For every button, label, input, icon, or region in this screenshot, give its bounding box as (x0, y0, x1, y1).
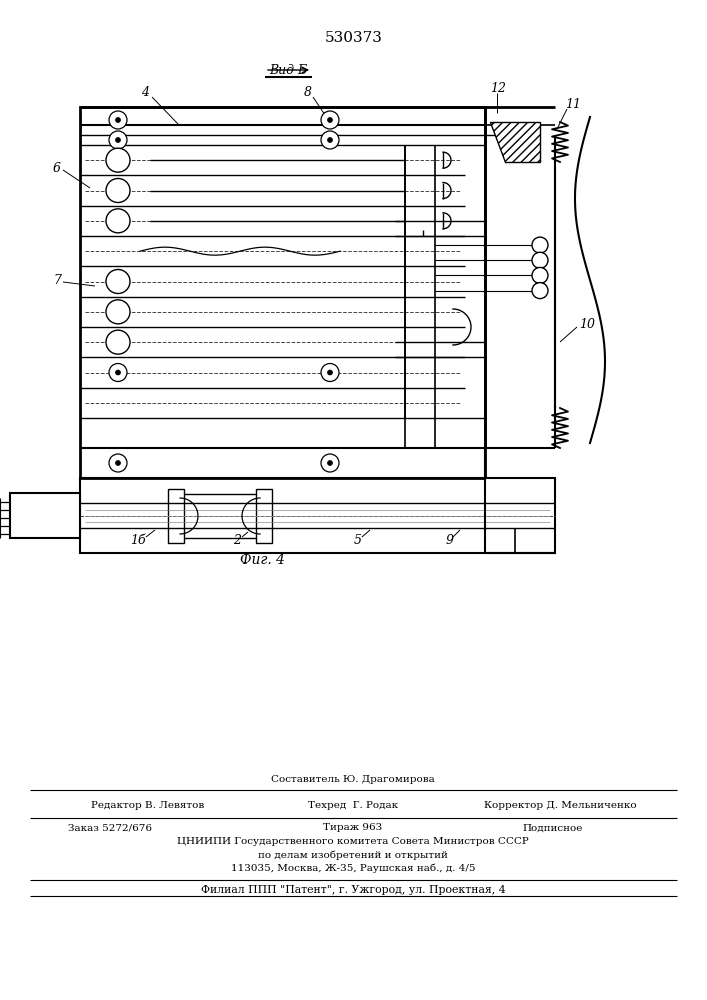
Circle shape (327, 137, 332, 142)
Circle shape (106, 178, 130, 202)
Text: Филиал ППП "Патент", г. Ужгород, ул. Проектная, 4: Филиал ППП "Патент", г. Ужгород, ул. Про… (201, 885, 506, 895)
Circle shape (106, 209, 130, 233)
Circle shape (321, 131, 339, 149)
Circle shape (321, 363, 339, 381)
Text: 7: 7 (53, 273, 61, 286)
Circle shape (321, 454, 339, 472)
Text: Подписное: Подписное (522, 824, 583, 832)
Text: ЦНИИПИ Государственного комитета Совета Министров СССР: ЦНИИПИ Государственного комитета Совета … (177, 838, 529, 846)
Circle shape (109, 454, 127, 472)
Circle shape (327, 370, 332, 375)
Bar (10, 493, 80, 538)
Bar (180, 494, 260, 538)
Text: 4: 4 (141, 87, 149, 100)
Circle shape (106, 300, 130, 324)
Text: 12: 12 (490, 82, 506, 95)
Text: Техред  Г. Родак: Техред Г. Родак (308, 800, 398, 810)
Text: Составитель Ю. Драгомирова: Составитель Ю. Драгомирова (271, 774, 435, 784)
Polygon shape (490, 122, 540, 162)
Circle shape (327, 117, 332, 122)
Circle shape (109, 363, 127, 381)
Text: 6: 6 (53, 161, 61, 174)
Text: Заказ 5272/676: Заказ 5272/676 (68, 824, 152, 832)
Text: Фиг. 4: Фиг. 4 (240, 553, 284, 567)
Text: Редактор В. Левятов: Редактор В. Левятов (91, 800, 204, 810)
Text: 2: 2 (233, 534, 241, 546)
Circle shape (115, 137, 120, 142)
Text: Вид Б: Вид Б (269, 64, 307, 77)
Text: Корректор Д. Мельниченко: Корректор Д. Мельниченко (484, 800, 636, 810)
Text: 10: 10 (579, 318, 595, 332)
Circle shape (106, 148, 130, 172)
Circle shape (115, 117, 120, 122)
Text: Тираж 963: Тираж 963 (323, 824, 382, 832)
Text: 8: 8 (304, 87, 312, 100)
Bar (80, 478, 555, 553)
Text: 5: 5 (354, 534, 362, 546)
Circle shape (106, 269, 130, 294)
Circle shape (115, 460, 120, 466)
Circle shape (532, 237, 548, 253)
Text: 9: 9 (446, 534, 454, 546)
Circle shape (321, 111, 339, 129)
Text: 530373: 530373 (325, 31, 383, 45)
Text: 1б: 1б (130, 534, 146, 546)
Circle shape (109, 111, 127, 129)
Text: 11: 11 (565, 99, 581, 111)
Circle shape (327, 460, 332, 466)
Circle shape (532, 267, 548, 283)
Text: 113035, Москва, Ж-35, Раушская наб., д. 4/5: 113035, Москва, Ж-35, Раушская наб., д. … (230, 863, 475, 873)
Bar (168, 489, 184, 543)
Circle shape (532, 283, 548, 299)
Bar (256, 489, 272, 543)
Bar (80, 107, 485, 478)
Text: по делам изобретений и открытий: по делам изобретений и открытий (258, 850, 448, 860)
Circle shape (532, 252, 548, 268)
Circle shape (106, 330, 130, 354)
Circle shape (109, 131, 127, 149)
Circle shape (115, 370, 120, 375)
